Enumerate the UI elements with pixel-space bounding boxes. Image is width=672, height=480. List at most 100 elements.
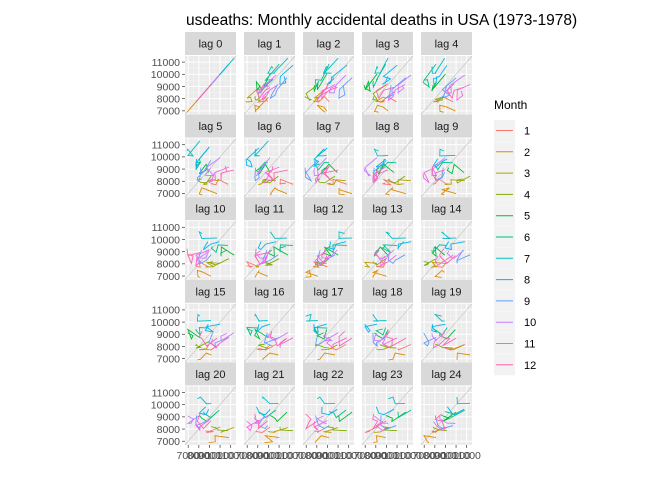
series-line-month-1 (397, 344, 412, 351)
facet-strip (244, 32, 295, 55)
facet-panel: lag 14 (420, 197, 473, 280)
legend-label: 9 (524, 296, 530, 308)
x-tick-label: 11000 (216, 450, 245, 462)
facet-strip (185, 197, 236, 221)
series-line-month-4 (326, 426, 347, 432)
series-line-month-9 (423, 332, 437, 347)
facet-strip (244, 362, 295, 386)
series-line-month-1 (433, 178, 448, 186)
series-line-month-6 (375, 327, 387, 336)
series-line-month-11 (263, 166, 280, 184)
series-line-month-2 (198, 187, 218, 196)
series-line-month-9 (439, 77, 457, 100)
series-line-month-8 (444, 241, 465, 251)
series-line-month-2 (197, 352, 212, 361)
x-tick-label: 8000 (423, 450, 447, 462)
reference-diagonal (361, 55, 414, 115)
series-line-month-11 (208, 166, 230, 184)
y-tick-label: 7000 (157, 106, 181, 118)
facet-strip-label: lag 2 (317, 39, 341, 51)
facet-strip-label: lag 21 (255, 369, 285, 381)
facet-panel: lag 8 (361, 114, 414, 198)
facet-strip-label: lag 17 (314, 286, 344, 298)
facet-strip-label: lag 1 (258, 39, 282, 51)
x-tick-label: 9000 (434, 450, 458, 462)
series-line-month-9 (263, 332, 280, 347)
facet-panel: lag 13 (361, 197, 414, 280)
y-tick-label: 7000 (157, 436, 181, 448)
reference-diagonal (420, 303, 473, 363)
series-line-month-12 (431, 166, 445, 182)
series-line-month-7 (433, 313, 445, 322)
series-line-month-7 (439, 148, 456, 157)
series-line-month-9 (208, 332, 230, 347)
series-line-month-12 (198, 83, 213, 99)
series-line-month-5 (338, 411, 353, 423)
facet-strip (421, 114, 472, 138)
facet-strip-label: lag 10 (196, 204, 226, 216)
series-line-month-5 (431, 245, 445, 258)
series-line-month-7 (338, 231, 353, 240)
facet-strip-label: lag 18 (373, 286, 403, 298)
facet-strip-label: lag 3 (376, 39, 400, 51)
series-line-month-6 (279, 244, 294, 253)
facet-strip-label: lag 7 (317, 121, 341, 133)
series-line-month-7 (441, 231, 457, 240)
series-line-month-10 (439, 415, 456, 424)
y-tick-label: 8000 (157, 424, 181, 436)
facet-panel: lag 4 (420, 32, 473, 115)
reference-diagonal (302, 303, 355, 363)
series-line-month-3 (363, 261, 377, 268)
facet-strip-label: lag 4 (435, 39, 459, 51)
series-line-month-3 (444, 179, 465, 186)
legend-label: 8 (524, 275, 530, 287)
series-line-month-10 (267, 332, 289, 342)
series-line-month-7 (198, 230, 218, 239)
series-line-month-8 (204, 323, 221, 333)
series-line-month-8 (431, 323, 446, 333)
legend-label: 4 (524, 189, 530, 201)
series-line-month-8 (195, 147, 210, 168)
series-line-month-12 (446, 83, 465, 100)
facet-strip-label: lag 12 (314, 204, 344, 216)
x-tick-label: 9000 (257, 450, 281, 462)
series-line-month-12 (196, 413, 212, 430)
series-line-month-3 (199, 344, 210, 351)
series-line-month-1 (312, 260, 328, 268)
series-line-month-6 (246, 327, 259, 337)
series-line-month-12 (371, 413, 387, 430)
facet-strip (421, 197, 472, 221)
series-line-month-12 (434, 413, 446, 429)
facet-strip (362, 362, 413, 386)
series-line-month-2 (317, 352, 336, 361)
series-line-month-8 (432, 64, 448, 86)
series-line-month-7 (254, 313, 268, 322)
reference-diagonal (302, 220, 355, 280)
y-tick-label: 10000 (151, 69, 180, 81)
series-line-month-2 (262, 352, 279, 361)
facet-strip (362, 32, 413, 55)
facet-strip-label: lag 20 (196, 369, 226, 381)
facet-strip-label: lag 24 (432, 369, 462, 381)
chart-title: usdeaths: Monthly accidental deaths in U… (186, 12, 577, 29)
facet-strip-label: lag 22 (314, 369, 344, 381)
series-line-month-6 (195, 146, 210, 170)
series-line-month-2 (186, 97, 201, 113)
series-line-month-7 (322, 57, 339, 74)
legend-title: Month (494, 98, 527, 112)
facet-strip (185, 279, 236, 303)
series-line-month-5 (187, 328, 201, 340)
series-line-month-3 (258, 179, 277, 186)
series-line-month-5 (220, 246, 235, 257)
series-line-month-2 (304, 269, 319, 278)
facet-strip (303, 197, 354, 221)
series-line-month-1 (326, 178, 347, 186)
y-tick-label: 11000 (152, 222, 181, 234)
series-line-month-3 (205, 261, 221, 268)
series-line-month-4 (211, 426, 229, 432)
x-tick-label: 7000 (354, 450, 378, 462)
